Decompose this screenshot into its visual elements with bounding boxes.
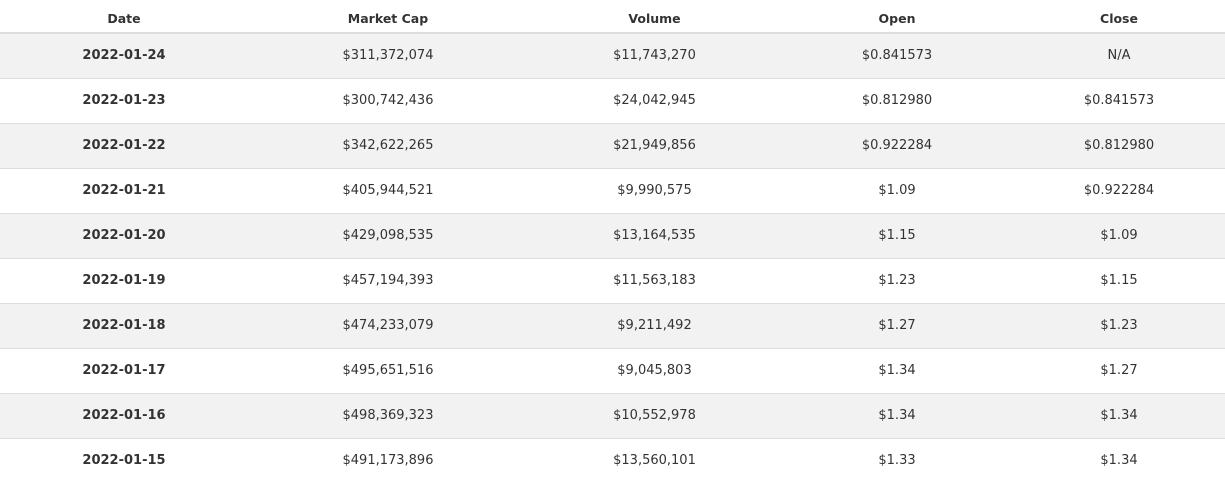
market-cap-cell: $457,194,393 xyxy=(248,257,528,303)
close-cell: N/A xyxy=(1013,32,1225,78)
column-header-open[interactable]: Open xyxy=(781,0,1013,34)
table-row: 2022-01-15 $491,173,896 $13,560,101 $1.3… xyxy=(0,437,1225,483)
volume-cell: $10,552,978 xyxy=(528,392,781,438)
date-cell: 2022-01-20 xyxy=(0,212,248,258)
table-row: 2022-01-17 $495,651,516 $9,045,803 $1.34… xyxy=(0,347,1225,393)
volume-cell: $11,743,270 xyxy=(528,32,781,78)
market-cap-cell: $495,651,516 xyxy=(248,347,528,393)
table-row: 2022-01-19 $457,194,393 $11,563,183 $1.2… xyxy=(0,257,1225,303)
volume-cell: $13,560,101 xyxy=(528,437,781,483)
close-cell: $1.34 xyxy=(1013,437,1225,483)
column-header-close[interactable]: Close xyxy=(1013,0,1225,34)
header-row: Date Market Cap Volume Open Close xyxy=(0,0,1225,34)
date-cell: 2022-01-23 xyxy=(0,77,248,123)
open-cell: $1.27 xyxy=(781,302,1013,348)
open-cell: $0.841573 xyxy=(781,32,1013,78)
table-row: 2022-01-16 $498,369,323 $10,552,978 $1.3… xyxy=(0,392,1225,438)
table-row: 2022-01-20 $429,098,535 $13,164,535 $1.1… xyxy=(0,212,1225,258)
market-cap-cell: $474,233,079 xyxy=(248,302,528,348)
market-cap-cell: $405,944,521 xyxy=(248,167,528,213)
open-cell: $1.34 xyxy=(781,347,1013,393)
market-cap-cell: $498,369,323 xyxy=(248,392,528,438)
open-cell: $0.922284 xyxy=(781,122,1013,168)
market-cap-cell: $342,622,265 xyxy=(248,122,528,168)
date-cell: 2022-01-18 xyxy=(0,302,248,348)
close-cell: $1.15 xyxy=(1013,257,1225,303)
date-cell: 2022-01-21 xyxy=(0,167,248,213)
market-cap-cell: $429,098,535 xyxy=(248,212,528,258)
table-header: Date Market Cap Volume Open Close xyxy=(0,0,1225,34)
close-cell: $1.27 xyxy=(1013,347,1225,393)
date-cell: 2022-01-16 xyxy=(0,392,248,438)
open-cell: $1.23 xyxy=(781,257,1013,303)
table-body: 2022-01-24 $311,372,074 $11,743,270 $0.8… xyxy=(0,32,1225,483)
close-cell: $1.34 xyxy=(1013,392,1225,438)
table-row: 2022-01-21 $405,944,521 $9,990,575 $1.09… xyxy=(0,167,1225,213)
table-row: 2022-01-18 $474,233,079 $9,211,492 $1.27… xyxy=(0,302,1225,348)
date-cell: 2022-01-19 xyxy=(0,257,248,303)
open-cell: $1.33 xyxy=(781,437,1013,483)
date-cell: 2022-01-24 xyxy=(0,32,248,78)
volume-cell: $24,042,945 xyxy=(528,77,781,123)
market-cap-cell: $300,742,436 xyxy=(248,77,528,123)
open-cell: $1.34 xyxy=(781,392,1013,438)
volume-cell: $21,949,856 xyxy=(528,122,781,168)
date-cell: 2022-01-22 xyxy=(0,122,248,168)
close-cell: $1.23 xyxy=(1013,302,1225,348)
open-cell: $1.09 xyxy=(781,167,1013,213)
market-cap-cell: $311,372,074 xyxy=(248,32,528,78)
table-row: 2022-01-22 $342,622,265 $21,949,856 $0.9… xyxy=(0,122,1225,168)
table-row: 2022-01-24 $311,372,074 $11,743,270 $0.8… xyxy=(0,32,1225,78)
column-header-date[interactable]: Date xyxy=(0,0,248,34)
market-cap-cell: $491,173,896 xyxy=(248,437,528,483)
table-row: 2022-01-23 $300,742,436 $24,042,945 $0.8… xyxy=(0,77,1225,123)
volume-cell: $9,211,492 xyxy=(528,302,781,348)
volume-cell: $9,990,575 xyxy=(528,167,781,213)
column-header-volume[interactable]: Volume xyxy=(528,0,781,34)
column-header-market-cap[interactable]: Market Cap xyxy=(248,0,528,34)
date-cell: 2022-01-15 xyxy=(0,437,248,483)
close-cell: $1.09 xyxy=(1013,212,1225,258)
close-cell: $0.841573 xyxy=(1013,77,1225,123)
close-cell: $0.922284 xyxy=(1013,167,1225,213)
volume-cell: $9,045,803 xyxy=(528,347,781,393)
date-cell: 2022-01-17 xyxy=(0,347,248,393)
open-cell: $1.15 xyxy=(781,212,1013,258)
close-cell: $0.812980 xyxy=(1013,122,1225,168)
open-cell: $0.812980 xyxy=(781,77,1013,123)
volume-cell: $13,164,535 xyxy=(528,212,781,258)
volume-cell: $11,563,183 xyxy=(528,257,781,303)
